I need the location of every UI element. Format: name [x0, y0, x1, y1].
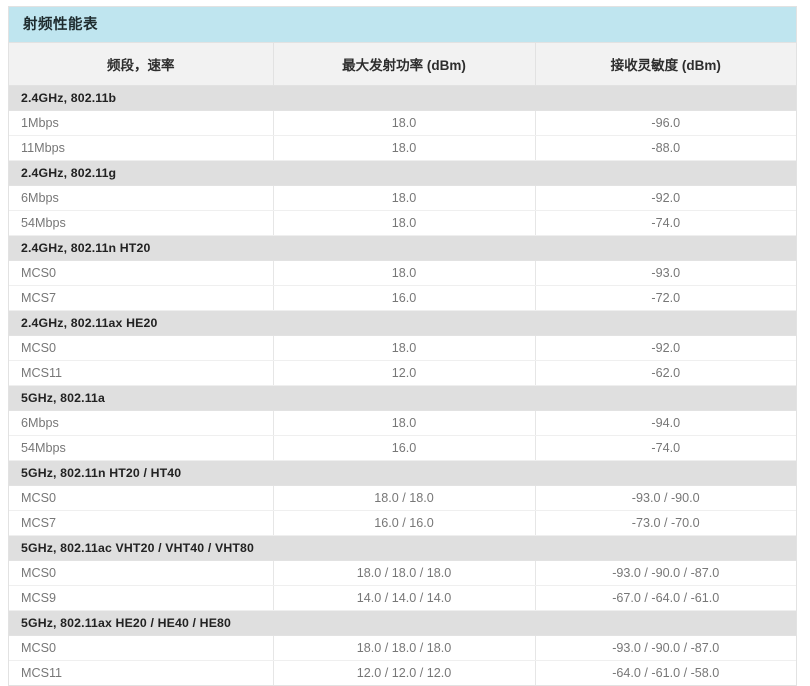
table-row: MCS0 18.0 / 18.0 / 18.0 -93.0 / -90.0 / -8…	[9, 560, 796, 586]
table-row: MCS9 14.0 / 14.0 / 14.0 -67.0 / -64.0 / -6…	[9, 585, 796, 611]
rf-performance-table: 频段，速率 最大发射功率 (dBm) 接收灵敏度 (dBm) 2.4GHz, 802…	[9, 43, 796, 685]
cell-max_tx_power: 18.0	[273, 410, 536, 436]
group-header-row: 2.4GHz, 802.11n HT20	[9, 235, 796, 261]
cell-max_tx_power: 18.0	[273, 260, 536, 286]
table-row: MCS0 18.0 -93.0	[9, 260, 796, 286]
group-header-row: 2.4GHz, 802.11ax HE20	[9, 310, 796, 336]
cell-max_tx_power: 18.0	[273, 210, 536, 236]
cell-band_rate: 54Mbps	[9, 435, 274, 461]
table-row: MCS0 18.0 / 18.0 -93.0 / -90.0	[9, 485, 796, 511]
cell-rx_sensitivity: -94.0	[535, 410, 796, 436]
table-row: MCS0 18.0 -92.0	[9, 335, 796, 361]
cell-band_rate: 6Mbps	[9, 410, 274, 436]
group-header-row: 5GHz, 802.11ac VHT20 / VHT40 / VHT80	[9, 535, 796, 561]
cell-band_rate: 11Mbps	[9, 135, 274, 161]
cell-rx_sensitivity: -88.0	[535, 135, 796, 161]
cell-band_rate: MCS0	[9, 560, 274, 586]
cell-max_tx_power: 18.0	[273, 135, 536, 161]
cell-band_rate: MCS11	[9, 660, 274, 685]
cell-rx_sensitivity: -74.0	[535, 435, 796, 461]
cell-max_tx_power: 18.0	[273, 185, 536, 211]
group-header-row: 2.4GHz, 802.11b	[9, 85, 796, 111]
cell-max_tx_power: 18.0 / 18.0 / 18.0	[273, 635, 536, 661]
cell-max_tx_power: 14.0 / 14.0 / 14.0	[273, 585, 536, 611]
group-header-label: 5GHz, 802.11n HT20 / HT40	[9, 460, 796, 486]
column-header-rx_sensitivity: 接收灵敏度 (dBm)	[535, 43, 796, 86]
group-header-row: 5GHz, 802.11ax HE20 / HE40 / HE80	[9, 610, 796, 636]
cell-band_rate: MCS9	[9, 585, 274, 611]
cell-band_rate: MCS0	[9, 260, 274, 286]
group-header-label: 5GHz, 802.11ac VHT20 / VHT40 / VHT80	[9, 535, 796, 561]
table-row: 6Mbps 18.0 -92.0	[9, 185, 796, 211]
panel-title: 射频性能表	[9, 7, 796, 43]
group-header-row: 5GHz, 802.11n HT20 / HT40	[9, 460, 796, 486]
table-row: 6Mbps 18.0 -94.0	[9, 410, 796, 436]
cell-rx_sensitivity: -72.0	[535, 285, 796, 311]
cell-max_tx_power: 18.0	[273, 335, 536, 361]
group-header-row: 5GHz, 802.11a	[9, 385, 796, 411]
cell-band_rate: MCS0	[9, 335, 274, 361]
column-header-max_tx_power: 最大发射功率 (dBm)	[273, 43, 536, 86]
cell-band_rate: MCS7	[9, 510, 274, 536]
cell-band_rate: MCS7	[9, 285, 274, 311]
table-row: 11Mbps 18.0 -88.0	[9, 135, 796, 161]
table-row: MCS7 16.0 / 16.0 -73.0 / -70.0	[9, 510, 796, 536]
cell-rx_sensitivity: -62.0	[535, 360, 796, 386]
cell-max_tx_power: 18.0 / 18.0 / 18.0	[273, 560, 536, 586]
cell-rx_sensitivity: -64.0 / -61.0 / -58.0	[535, 660, 796, 685]
cell-rx_sensitivity: -92.0	[535, 185, 796, 211]
group-header-label: 5GHz, 802.11ax HE20 / HE40 / HE80	[9, 610, 796, 636]
table-body: 2.4GHz, 802.11b 1Mbps 18.0 -96.0 11Mbps 18.0-…	[9, 85, 796, 685]
group-header-label: 5GHz, 802.11a	[9, 385, 796, 411]
rf-performance-panel: 射频性能表 频段，速率 最大发射功率 (dBm) 接收灵敏度 (dBm) 2.4GH…	[8, 6, 797, 686]
cell-rx_sensitivity: -74.0	[535, 210, 796, 236]
cell-rx_sensitivity: -67.0 / -64.0 / -61.0	[535, 585, 796, 611]
cell-band_rate: 1Mbps	[9, 110, 274, 136]
group-header-label: 2.4GHz, 802.11b	[9, 85, 796, 111]
group-header-label: 2.4GHz, 802.11ax HE20	[9, 310, 796, 336]
cell-rx_sensitivity: -93.0 / -90.0	[535, 485, 796, 511]
cell-max_tx_power: 16.0	[273, 285, 536, 311]
cell-rx_sensitivity: -93.0 / -90.0 / -87.0	[535, 560, 796, 586]
group-header-label: 2.4GHz, 802.11g	[9, 160, 796, 186]
cell-max_tx_power: 12.0 / 12.0 / 12.0	[273, 660, 536, 685]
table-row: MCS11 12.0 -62.0	[9, 360, 796, 386]
table-row: 54Mbps 16.0 -74.0	[9, 435, 796, 461]
table-header: 频段，速率 最大发射功率 (dBm) 接收灵敏度 (dBm)	[9, 43, 796, 86]
cell-band_rate: MCS11	[9, 360, 274, 386]
cell-band_rate: 6Mbps	[9, 185, 274, 211]
group-header-row: 2.4GHz, 802.11g	[9, 160, 796, 186]
cell-max_tx_power: 12.0	[273, 360, 536, 386]
cell-band_rate: MCS0	[9, 635, 274, 661]
table-header-row: 频段，速率 最大发射功率 (dBm) 接收灵敏度 (dBm)	[9, 43, 796, 86]
cell-band_rate: 54Mbps	[9, 210, 274, 236]
group-header-label: 2.4GHz, 802.11n HT20	[9, 235, 796, 261]
cell-rx_sensitivity: -92.0	[535, 335, 796, 361]
cell-rx_sensitivity: -93.0	[535, 260, 796, 286]
column-header-band_rate: 频段，速率	[9, 43, 274, 86]
table-row: 54Mbps 18.0 -74.0	[9, 210, 796, 236]
cell-max_tx_power: 16.0 / 16.0	[273, 510, 536, 536]
cell-max_tx_power: 18.0 / 18.0	[273, 485, 536, 511]
cell-band_rate: MCS0	[9, 485, 274, 511]
table-row: 1Mbps 18.0 -96.0	[9, 110, 796, 136]
table-row: MCS0 18.0 / 18.0 / 18.0 -93.0 / -90.0 / -8…	[9, 635, 796, 661]
table-row: MCS7 16.0 -72.0	[9, 285, 796, 311]
table-row: MCS11 12.0 / 12.0 / 12.0 -64.0 / -61.0 / -…	[9, 660, 796, 685]
cell-rx_sensitivity: -73.0 / -70.0	[535, 510, 796, 536]
cell-rx_sensitivity: -93.0 / -90.0 / -87.0	[535, 635, 796, 661]
cell-rx_sensitivity: -96.0	[535, 110, 796, 136]
cell-max_tx_power: 16.0	[273, 435, 536, 461]
cell-max_tx_power: 18.0	[273, 110, 536, 136]
